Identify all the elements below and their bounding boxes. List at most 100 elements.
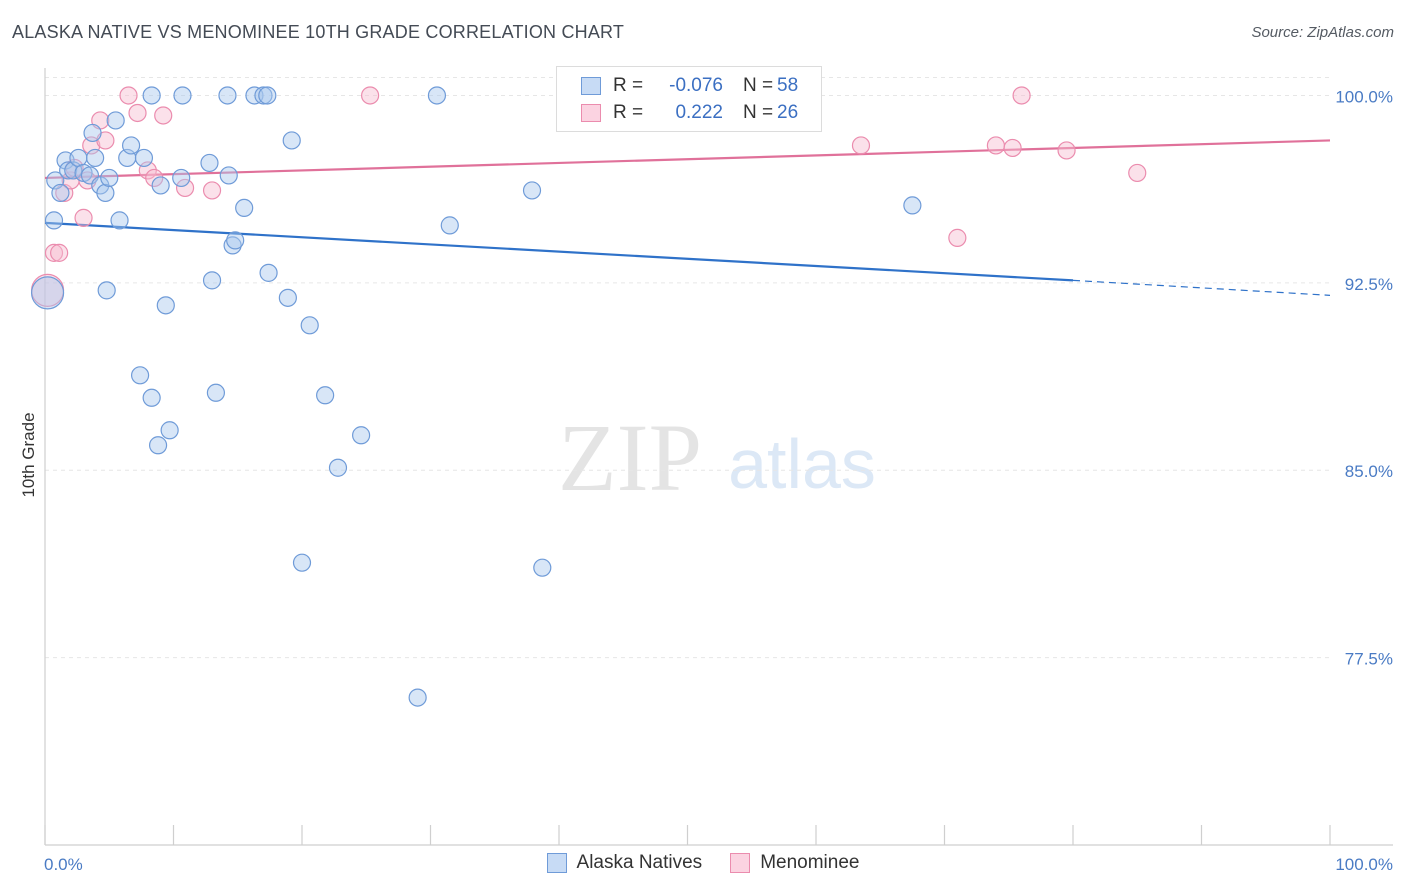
point-alaska-natives xyxy=(160,421,179,440)
point-alaska-natives xyxy=(110,211,129,230)
chart-title: ALASKA NATIVE VS MENOMINEE 10TH GRADE CO… xyxy=(12,22,625,42)
series-legend: Alaska Natives Menominee xyxy=(0,852,1406,874)
point-alaska-natives xyxy=(173,86,192,105)
point-alaska-natives xyxy=(219,166,238,185)
point-menominee xyxy=(986,136,1006,155)
trend-line-alaska-natives xyxy=(44,221,1074,282)
point-alaska-natives xyxy=(223,236,242,255)
point-alaska-natives xyxy=(254,86,273,105)
point-alaska-natives xyxy=(408,688,427,707)
point-alaska-natives xyxy=(151,176,170,195)
point-menominee xyxy=(74,208,93,227)
y-axis-label: 10th Grade xyxy=(19,412,38,497)
point-alaska-natives xyxy=(292,553,312,572)
x-tick-label: 0.0% xyxy=(44,855,83,874)
watermark-zip: ZIP xyxy=(558,404,702,511)
point-menominee xyxy=(948,228,967,247)
point-menominee xyxy=(50,243,69,262)
watermark: ZIP atlas xyxy=(558,404,876,511)
y-tick-label: 77.5% xyxy=(1345,650,1393,669)
data-points xyxy=(30,86,1147,707)
point-menominee xyxy=(1012,86,1031,105)
point-alaska-natives xyxy=(258,86,277,105)
legend-row-menominee: R = 0.222 N = 26 xyxy=(581,100,798,126)
point-alaska-natives xyxy=(30,276,65,310)
point-alaska-natives xyxy=(226,231,245,250)
point-alaska-natives xyxy=(142,86,161,105)
watermark-atlas: atlas xyxy=(728,425,876,503)
point-alaska-natives xyxy=(134,148,154,168)
point-menominee xyxy=(128,103,147,123)
point-alaska-natives xyxy=(202,271,222,290)
y-tick-label: 85.0% xyxy=(1345,462,1393,481)
point-menominee xyxy=(145,168,164,188)
point-menominee xyxy=(44,243,64,262)
trend-line-menominee xyxy=(44,139,1331,180)
point-menominee xyxy=(154,106,173,125)
legend-swatch-pink xyxy=(581,104,601,122)
trend-lines xyxy=(44,139,1331,296)
point-alaska-natives xyxy=(218,86,237,105)
legend-row-alaska-natives: R = -0.076 N = 58 xyxy=(581,73,798,99)
point-alaska-natives xyxy=(96,183,115,203)
legend-r-value: 0.222 xyxy=(675,102,723,123)
point-alaska-natives xyxy=(300,316,319,335)
point-alaska-natives xyxy=(352,426,371,445)
point-alaska-natives xyxy=(106,111,125,130)
series-legend-menominee: Menominee xyxy=(730,852,859,874)
point-menominee xyxy=(851,136,871,155)
point-menominee xyxy=(202,181,222,200)
trend-line-alaska-natives-extension xyxy=(1072,279,1331,296)
legend-r-value: -0.076 xyxy=(669,75,723,96)
legend-r-label: R = xyxy=(613,75,644,96)
point-alaska-natives xyxy=(235,198,254,218)
point-menominee xyxy=(361,86,380,105)
point-alaska-natives xyxy=(259,263,278,282)
point-alaska-natives xyxy=(142,388,161,407)
y-tick-label: 100.0% xyxy=(1335,87,1393,106)
series-name: Alaska Natives xyxy=(576,852,703,873)
point-menominee xyxy=(175,178,195,198)
axes: 77.5% 85.0% 92.5% 100.0% 0.0% 100.0% xyxy=(44,68,1393,874)
point-alaska-natives xyxy=(522,181,542,200)
point-alaska-natives xyxy=(121,136,141,155)
point-alaska-natives xyxy=(172,168,191,188)
point-alaska-natives xyxy=(316,386,335,405)
point-alaska-natives xyxy=(59,161,78,180)
point-alaska-natives xyxy=(51,183,70,203)
point-alaska-natives xyxy=(533,558,552,577)
legend-r-label: R = xyxy=(613,102,644,123)
series-swatch-blue xyxy=(546,853,567,873)
point-alaska-natives xyxy=(328,458,348,477)
point-alaska-natives xyxy=(427,86,447,105)
point-alaska-natives xyxy=(86,148,105,168)
point-alaska-natives xyxy=(206,383,226,402)
point-menominee xyxy=(1128,163,1147,183)
point-alaska-natives xyxy=(440,216,459,235)
y-tick-label: 92.5% xyxy=(1345,275,1393,294)
legend-swatch-blue xyxy=(581,77,601,95)
x-tick-label: 100.0% xyxy=(1335,855,1393,874)
point-menominee xyxy=(1057,141,1076,160)
point-alaska-natives xyxy=(200,153,219,173)
series-swatch-pink xyxy=(730,853,751,873)
point-menominee xyxy=(1003,138,1022,158)
legend-n-label: N = xyxy=(743,102,774,123)
point-alaska-natives xyxy=(148,436,168,455)
legend-n-label: N = xyxy=(743,75,774,96)
point-alaska-natives xyxy=(903,196,922,215)
correlation-legend: R = -0.076 N = 58 R = 0.222 N = 26 xyxy=(556,66,822,132)
point-menominee xyxy=(119,86,138,105)
series-name: Menominee xyxy=(760,852,860,873)
point-alaska-natives xyxy=(100,168,119,188)
source-label: Source: ZipAtlas.com xyxy=(1251,24,1394,41)
legend-n-value: 58 xyxy=(777,75,799,96)
point-alaska-natives xyxy=(278,288,297,307)
legend-n-value: 26 xyxy=(777,102,799,123)
point-alaska-natives xyxy=(83,123,102,143)
series-legend-alaska-natives: Alaska Natives xyxy=(546,852,703,874)
point-alaska-natives xyxy=(130,366,150,385)
point-alaska-natives xyxy=(156,296,175,315)
point-alaska-natives xyxy=(97,281,116,300)
